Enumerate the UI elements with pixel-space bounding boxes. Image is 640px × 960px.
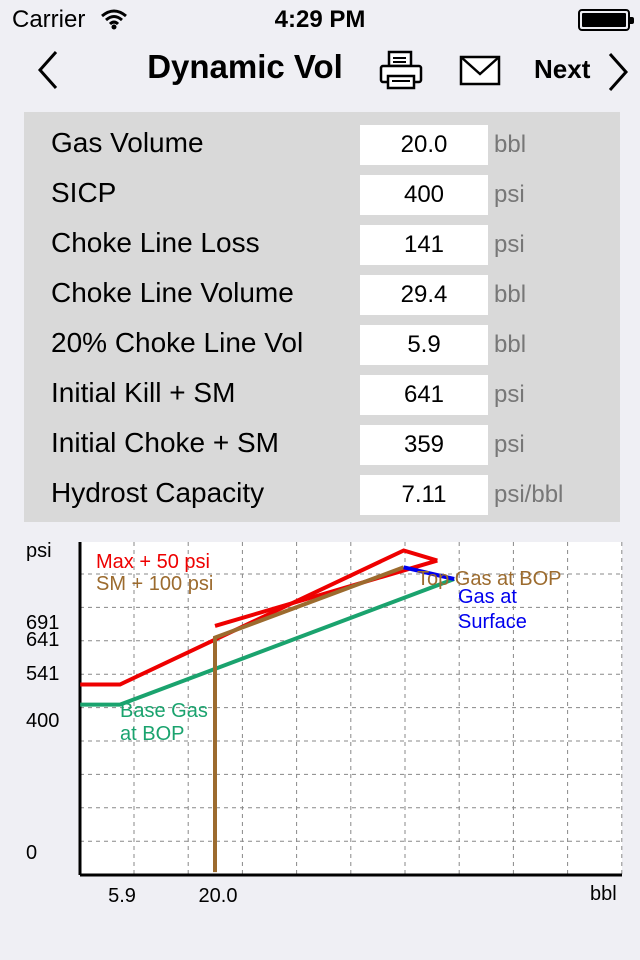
row-initial-kill-sm: Initial Kill + SM psi bbox=[24, 368, 620, 418]
hydrost-capacity-field[interactable] bbox=[360, 475, 488, 515]
row-unit: psi/bbl bbox=[494, 481, 564, 508]
battery-icon bbox=[578, 9, 634, 31]
series-line bbox=[213, 565, 405, 873]
chevron-right-icon bbox=[608, 53, 629, 91]
choke-line-vol-20pct-field[interactable] bbox=[360, 325, 488, 365]
parameters-table: Gas Volume bbl SICP psi Choke Line Loss … bbox=[24, 112, 620, 522]
row-label: Choke Line Volume bbox=[51, 277, 294, 308]
x-tick-label: 20.0 bbox=[199, 885, 238, 907]
row-choke-line-volume: Choke Line Volume bbl bbox=[24, 268, 620, 318]
envelope-icon bbox=[459, 55, 501, 86]
choke-line-volume-field[interactable] bbox=[360, 275, 488, 315]
row-label: SICP bbox=[51, 177, 117, 208]
row-label: Initial Kill + SM bbox=[51, 377, 236, 408]
y-tick-label: 691 bbox=[26, 612, 59, 634]
back-button[interactable] bbox=[30, 48, 70, 92]
initial-choke-sm-field[interactable] bbox=[360, 425, 488, 465]
series-line bbox=[80, 548, 438, 687]
row-gas-volume: Gas Volume bbl bbox=[24, 118, 620, 168]
chart-annotation: Surface bbox=[458, 611, 527, 633]
row-label: Hydrost Capacity bbox=[51, 477, 265, 508]
y-tick-label: 641 bbox=[26, 629, 59, 651]
row-sicp: SICP psi bbox=[24, 168, 620, 218]
choke-line-loss-field[interactable] bbox=[360, 225, 488, 265]
row-unit: psi bbox=[494, 381, 525, 408]
wifi-icon bbox=[101, 9, 127, 30]
status-bar: Carrier 4:29 PM bbox=[0, 0, 640, 40]
sicp-field[interactable] bbox=[360, 175, 488, 215]
row-unit: psi bbox=[494, 231, 525, 258]
chart-annotation: Gas at bbox=[458, 586, 517, 608]
row-initial-choke-sm: Initial Choke + SM psi bbox=[24, 418, 620, 468]
series-line bbox=[80, 577, 455, 707]
gas-volume-field[interactable] bbox=[360, 125, 488, 165]
y-tick-label: 0 bbox=[26, 842, 37, 864]
y-tick-label: 541 bbox=[26, 663, 59, 685]
y-axis-label: psi bbox=[26, 540, 52, 562]
next-button[interactable]: Next bbox=[532, 48, 632, 92]
initial-kill-sm-field[interactable] bbox=[360, 375, 488, 415]
y-tick-label: 400 bbox=[26, 710, 59, 732]
series-line bbox=[403, 565, 455, 581]
row-unit: bbl bbox=[494, 331, 527, 358]
print-button[interactable] bbox=[378, 50, 424, 90]
chart-annotation: Base Gas bbox=[120, 700, 208, 722]
row-label: Choke Line Loss bbox=[51, 227, 260, 258]
mail-button[interactable] bbox=[458, 52, 502, 88]
row-label: Gas Volume bbox=[51, 127, 204, 158]
series-line bbox=[214, 558, 438, 628]
row-unit: bbl bbox=[494, 281, 527, 308]
row-unit: psi bbox=[494, 181, 525, 208]
row-hydrost-capacity: Hydrost Capacity psi/bbl bbox=[24, 468, 620, 518]
row-label: Initial Choke + SM bbox=[51, 427, 279, 458]
printer-icon bbox=[379, 50, 423, 90]
legend-entry: SM + 100 psi bbox=[96, 573, 213, 595]
page-title: Dynamic Vol bbox=[147, 48, 343, 85]
carrier-label: Carrier bbox=[12, 6, 86, 33]
pressure-volume-chart: psi bbl 0 400 541 641 691 5.9 20.0 Max + 50 psi SM… bbox=[0, 532, 640, 912]
x-axis-label: bbl bbox=[590, 883, 617, 905]
status-time: 4:29 PM bbox=[274, 6, 366, 33]
chart-annotation: Top Gas at BOP bbox=[417, 568, 562, 590]
x-tick-label: 5.9 bbox=[108, 885, 136, 907]
row-choke-line-loss: Choke Line Loss psi bbox=[24, 218, 620, 268]
chevron-left-icon bbox=[37, 51, 58, 89]
legend-entry: Max + 50 psi bbox=[96, 551, 210, 573]
row-label: 20% Choke Line Vol bbox=[51, 327, 304, 358]
chart-annotation: at BOP bbox=[120, 723, 184, 745]
navigation-bar: Dynamic Vol Next bbox=[0, 40, 640, 100]
next-label: Next bbox=[534, 54, 591, 84]
plot-area bbox=[80, 542, 622, 875]
row-unit: bbl bbox=[494, 131, 527, 158]
row-unit: psi bbox=[494, 431, 525, 458]
row-20pct-choke-line-vol: 20% Choke Line Vol bbl bbox=[24, 318, 620, 368]
